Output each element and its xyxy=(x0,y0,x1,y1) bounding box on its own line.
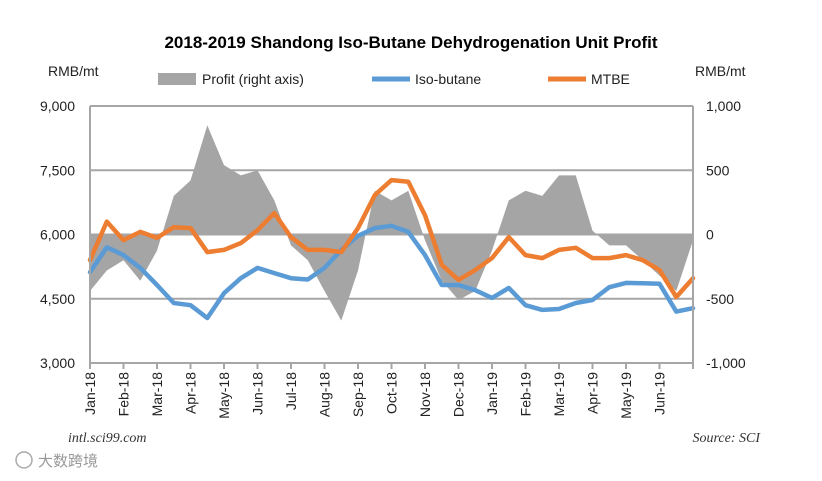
legend: Profit (right axis) Iso-butane MTBE xyxy=(158,71,630,87)
left-axis-unit: RMB/mt xyxy=(48,63,99,79)
footer-source: Source: SCI xyxy=(692,431,761,446)
right-y-tick-labels: 1,000 500 0 -500 -1,000 xyxy=(706,98,746,371)
right-y-tick-label: 0 xyxy=(706,227,714,243)
left-y-tick-labels: 9,000 7,500 6,000 4,500 3,000 xyxy=(40,98,75,371)
x-tick-label: Apr-19 xyxy=(585,372,601,414)
x-tick-label: Mar-18 xyxy=(149,372,165,417)
legend-label-profit: Profit (right axis) xyxy=(202,71,304,87)
x-tick-label: Feb-19 xyxy=(518,372,534,417)
x-tick-label: Jul-18 xyxy=(283,372,299,410)
watermark-logo: 大数跨境 xyxy=(16,452,98,470)
x-tick-labels: Jan-18 Feb-18 Mar-18 Apr-18 May-18 Jun-18 Jul-… xyxy=(82,372,668,419)
watermark-text: 大数跨境 xyxy=(38,452,98,470)
left-y-tick-label: 9,000 xyxy=(40,98,75,114)
x-tick-label: May-19 xyxy=(618,372,634,419)
left-y-tick-label: 3,000 xyxy=(40,355,75,371)
left-y-tick-label: 7,500 xyxy=(40,162,75,178)
right-y-tick-label: -1,000 xyxy=(706,355,746,371)
x-tick-label: Jan-19 xyxy=(484,372,500,415)
footer-website: intl.sci99.com xyxy=(68,431,147,446)
right-y-tick-label: -500 xyxy=(706,291,734,307)
left-y-tick-label: 6,000 xyxy=(40,227,75,243)
x-tick-label: Oct-18 xyxy=(384,372,400,414)
x-tick-label: Mar-19 xyxy=(551,372,567,417)
right-y-tick-label: 1,000 xyxy=(706,98,741,114)
x-tick-label: Apr-18 xyxy=(183,372,199,414)
right-y-tick-label: 500 xyxy=(706,162,730,178)
x-tick-label: Jan-18 xyxy=(82,372,98,415)
legend-swatch-profit xyxy=(158,73,196,85)
iso-butane-line xyxy=(90,226,693,318)
left-y-tick-label: 4,500 xyxy=(40,291,75,307)
x-tick-label: Jun-19 xyxy=(652,372,668,415)
chart-title: 2018-2019 Shandong Iso-Butane Dehydrogen… xyxy=(164,33,657,52)
x-tick-label: Feb-18 xyxy=(116,372,132,417)
x-tick-label: Dec-18 xyxy=(451,372,467,417)
legend-label-mtbe: MTBE xyxy=(591,71,630,87)
right-axis-unit: RMB/mt xyxy=(695,63,746,79)
x-tick-label: May-18 xyxy=(216,372,232,419)
legend-label-isobutane: Iso-butane xyxy=(415,71,481,87)
x-tick-label: Aug-18 xyxy=(317,372,333,417)
x-tick-label: Jun-18 xyxy=(250,372,266,415)
x-tick-label: Sep-18 xyxy=(350,372,366,417)
x-tick-label: Nov-18 xyxy=(417,372,433,417)
